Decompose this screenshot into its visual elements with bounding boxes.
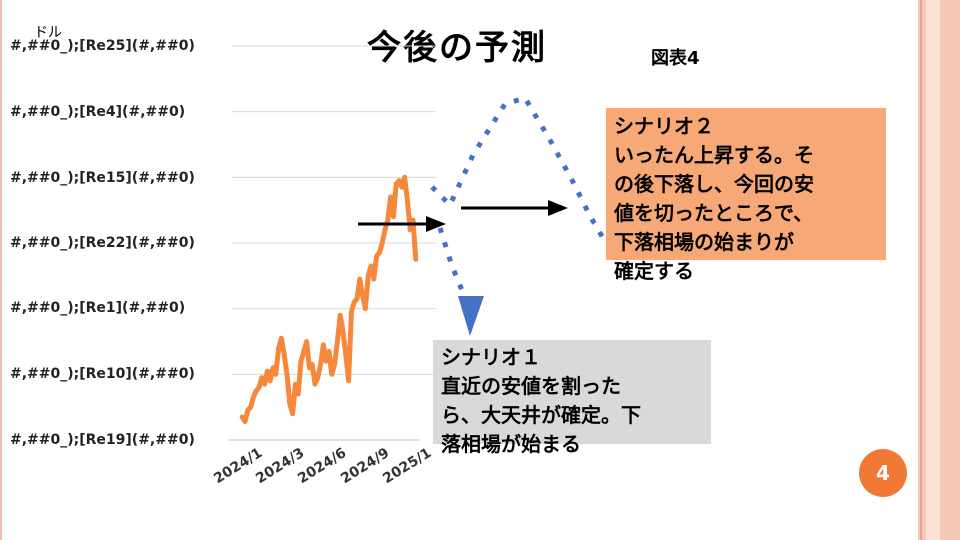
right-border-line [920, 0, 922, 540]
scenario2-line: 確定する [614, 259, 694, 283]
scenario2-arrowhead [548, 200, 568, 216]
current-price-arrowhead [426, 216, 446, 232]
y-tick-label: #,##0_);[Re1](#,##0) [10, 300, 186, 316]
scenario2-line: いったん上昇する。そ [614, 143, 814, 167]
scenario2-line: 値を切ったところで、 [614, 201, 814, 225]
price-series-line [239, 174, 419, 425]
y-tick-label: #,##0_);[Re25](#,##0) [10, 38, 195, 54]
scenario2-line: の後下落し、今回の安 [614, 172, 814, 196]
scenario1-line: 直近の安値を割った [441, 374, 621, 398]
scenario2-text: シナリオ２ いったん上昇する。そ の後下落し、今回の安 値を切ったところで、 下… [614, 112, 894, 286]
scenario1-line: 落相場が始まる [441, 432, 581, 456]
scenario2-line: 下落相場の始まりが [614, 230, 794, 254]
right-decorative-strip [918, 0, 960, 540]
y-tick-label: #,##0_);[Re22](#,##0) [10, 235, 195, 251]
y-tick-label: #,##0_);[Re19](#,##0) [10, 432, 195, 448]
scenario1-dotted-path [437, 227, 469, 301]
slide-title: 今後の予測 [367, 28, 547, 68]
scenario1-callout: シナリオ１ 直近の安値を割った ら、大天井が確定。下 落相場が始まる [433, 340, 711, 456]
figure-label: 図表4 [651, 48, 700, 69]
scenario1-text: シナリオ１ 直近の安値を割った ら、大天井が確定。下 落相場が始まる [441, 343, 711, 459]
y-axis-unit-label: ドル [34, 25, 62, 41]
scenario1-heading: シナリオ１ [441, 345, 541, 369]
left-border-line [0, 0, 2, 540]
chart-gridlines [232, 45, 436, 375]
page-number-badge: 4 [859, 449, 907, 497]
scenario1-line: ら、大天井が確定。下 [441, 403, 641, 427]
scenario1-arrowhead [458, 296, 484, 336]
y-tick-label: #,##0_);[Re10](#,##0) [10, 366, 195, 382]
y-tick-label: #,##0_);[Re4](#,##0) [10, 104, 186, 120]
scenario2-heading: シナリオ２ [614, 114, 714, 138]
y-tick-label: #,##0_);[Re15](#,##0) [10, 170, 195, 186]
scenario2-dotted-path [430, 95, 606, 240]
scenario2-callout: シナリオ２ いったん上昇する。そ の後下落し、今回の安 値を切ったところで、 下… [606, 108, 886, 283]
right-decorative-inner-strip [926, 0, 940, 540]
